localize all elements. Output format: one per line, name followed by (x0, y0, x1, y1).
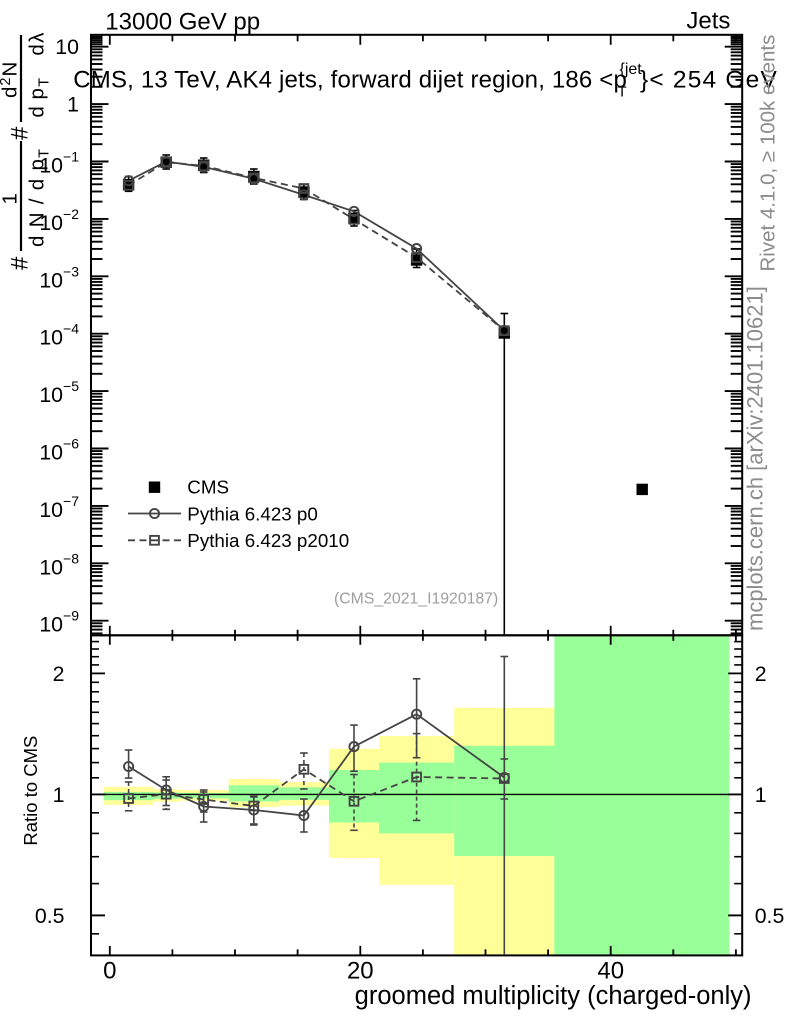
svg-text:#: # (7, 126, 34, 140)
svg-text:40: 40 (597, 958, 624, 985)
svg-text:0.5: 0.5 (35, 904, 65, 928)
svg-text:#: # (7, 256, 34, 270)
svg-text:2: 2 (755, 662, 767, 686)
svg-text:d N / d pT: d N / d pT (26, 148, 53, 247)
svg-text:d pT dλ: d pT dλ (26, 31, 53, 117)
svg-text:CMS: CMS (187, 477, 229, 498)
svg-text:d2N: d2N (0, 61, 22, 98)
svg-text:2: 2 (53, 662, 65, 686)
svg-text:0.5: 0.5 (755, 904, 785, 928)
svg-text:1: 1 (67, 93, 79, 117)
svg-text:20: 20 (347, 958, 374, 985)
svg-text:1: 1 (755, 783, 767, 807)
svg-text:Rivet 4.1.0, ≥ 100k events: Rivet 4.1.0, ≥ 100k events (757, 35, 780, 272)
svg-text:Jets: Jets (686, 8, 730, 35)
svg-text:CMS, 13 TeV, AK4 jets, forward: CMS, 13 TeV, AK4 jets, forward dijet reg… (73, 67, 627, 94)
svg-text:T: T (618, 84, 627, 101)
svg-text:Pythia 6.423 p2010: Pythia 6.423 p2010 (187, 530, 349, 551)
svg-text:mcplots.cern.ch [arXiv:2401.10: mcplots.cern.ch [arXiv:2401.10621] (743, 286, 768, 631)
svg-text:(CMS_2021_I1920187): (CMS_2021_I1920187) (334, 590, 498, 607)
svg-text:13000 GeV pp: 13000 GeV pp (105, 8, 260, 35)
svg-text:1: 1 (0, 193, 22, 204)
svg-text:groomed multiplicity (charged-: groomed multiplicity (charged-only) (355, 982, 752, 1010)
svg-text:Pythia 6.423 p0: Pythia 6.423 p0 (187, 503, 318, 524)
svg-text:}< 254 GeV: }< 254 GeV (640, 67, 778, 94)
svg-text:10: 10 (55, 35, 79, 59)
svg-text:0: 0 (103, 958, 116, 985)
svg-text:1: 1 (53, 783, 65, 807)
svg-text:Ratio to CMS: Ratio to CMS (20, 736, 41, 846)
svg-text:10−9: 10−9 (39, 608, 79, 637)
svg-text:{jet: {jet (620, 61, 643, 78)
